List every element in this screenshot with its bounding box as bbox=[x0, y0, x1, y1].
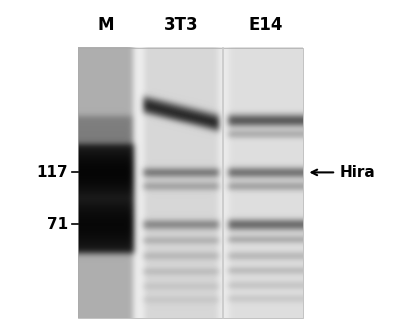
Text: 71: 71 bbox=[47, 217, 68, 232]
Bar bbox=[78, 48, 302, 318]
Text: Hira: Hira bbox=[340, 165, 376, 180]
Text: 117: 117 bbox=[36, 165, 68, 180]
Text: E14: E14 bbox=[248, 16, 282, 34]
Text: 3T3: 3T3 bbox=[164, 16, 198, 34]
Text: M: M bbox=[98, 16, 114, 34]
